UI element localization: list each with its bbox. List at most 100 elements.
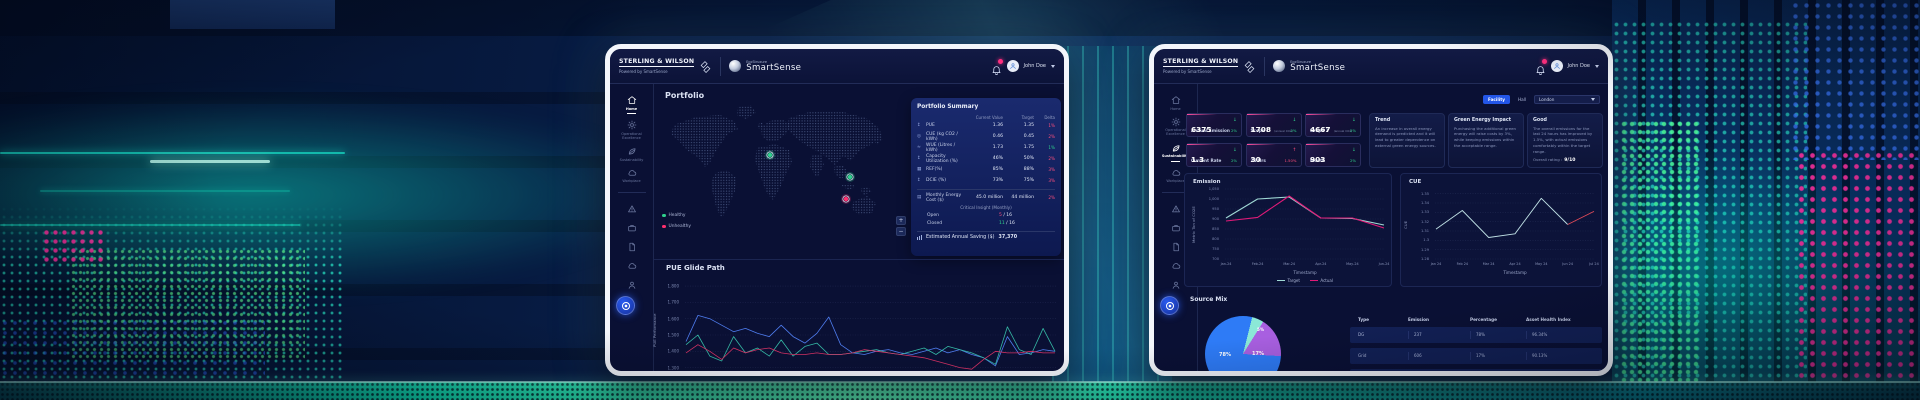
bottom-dot-texture — [0, 382, 1920, 400]
powered-by: Powered by SmartSense — [1163, 68, 1212, 74]
alerts-icon[interactable] — [610, 199, 653, 218]
annual-saving-row: Estimated Annual Saving ($) 37,370 — [917, 234, 1055, 240]
sustainability-dashboard: STERLING & WILSON Powered by SmartSense … — [1149, 44, 1613, 376]
source-mix-pie-chart: 78% 17% 5% — [1205, 316, 1281, 371]
portfolio-dashboard: STERLING & WILSON Powered by SmartSense … — [605, 44, 1069, 376]
capacity-icon: ↕ — [917, 156, 921, 161]
cue-icon: ◎ — [917, 134, 922, 139]
pue-glide-chart: PUE Performance 1.800 1.700 1.600 1.500 1.40… — [652, 282, 1058, 371]
smartsense-logo-icon — [1273, 60, 1286, 72]
cue-title: CUE — [1409, 179, 1422, 185]
app-header: STERLING & WILSON Powered by SmartSense … — [1154, 49, 1608, 84]
emission-title: Emission — [1193, 179, 1221, 185]
glide-path-title: PUE Glide Path — [666, 264, 725, 272]
trend-card: Trend An increase in overall energy dema… — [1369, 113, 1445, 168]
user-area: John Doe — [1535, 58, 1599, 72]
pue-icon: ↕ — [917, 123, 921, 128]
cue-y-ticks: 1.35 1.34 1.33 1.32 1.31 1.3 1.29 1.28 — [1420, 191, 1429, 261]
scope-tabs: Facility Hall London — [1482, 95, 1600, 104]
product-name: SmartSense — [1290, 62, 1346, 73]
sidebar-item-home[interactable]: Home — [610, 92, 653, 117]
emission-legend: Target Actual — [1225, 278, 1385, 283]
emission-y-axis-label: Metric Ton of CO2E — [1191, 206, 1196, 244]
bottom-glow-line — [0, 381, 1920, 383]
chevron-down-icon[interactable] — [1595, 64, 1599, 68]
kpi-grid: Annual Emission (MT)6375↓2% Scope 1 (ann… — [1186, 113, 1361, 167]
critical-insight-title: Critical Insight (Monthly) — [960, 204, 1012, 210]
good-rating-card: Good The overall emissions for the last … — [1527, 113, 1603, 168]
ref-icon: ▦ — [917, 167, 922, 172]
panel-divider — [917, 230, 1055, 232]
trend-arrow-icon: ↓ — [1352, 148, 1356, 153]
overall-rating: Overall rating :9/10 — [1533, 156, 1576, 163]
company-logo: STERLING & WILSON — [1163, 58, 1239, 68]
map-zoom-in-button[interactable]: + — [896, 216, 906, 225]
kpi-scope-1: Scope 1 (annual CO2) 1708 ↓ 2% — [1245, 113, 1302, 137]
app-header: STERLING & WILSON Powered by SmartSense … — [610, 49, 1064, 84]
chevron-down-icon — [1591, 98, 1595, 101]
sidebar-item-workplace[interactable]: Workplace — [610, 165, 653, 187]
user-area: John Doe — [991, 58, 1055, 72]
sidebar-item-sustainability[interactable]: Sustainability — [610, 143, 653, 165]
briefcase-icon[interactable] — [610, 218, 653, 237]
summary-row-capacity: ↕ Capacity Utilization (%) 46% 50% 2% — [917, 153, 1055, 164]
avatar[interactable] — [1550, 60, 1563, 72]
emission-y-ticks: 1,050 1,000 950 900 850 800 750 700 — [1208, 187, 1219, 261]
critical-closed-row: Closed 11 / 16 — [927, 221, 1015, 227]
smartsense-logo-icon — [729, 60, 742, 72]
sidebar: Home Operational Excellence Sustainabili… — [610, 84, 654, 371]
trend-arrow-icon: ↓ — [1352, 118, 1356, 123]
summary-row-ref: ▦ REF(%) 85% 88% 3% — [917, 167, 1055, 172]
sterling-wilson-logo-icon — [1244, 60, 1255, 73]
kpi-scope-2: Scope 2 (annual CO2) 4667 ↓ 2% — [1305, 113, 1361, 137]
sidebar-divider — [617, 192, 646, 194]
user-name: John Doe — [1567, 63, 1590, 69]
healthy-dot-icon — [662, 213, 666, 218]
powered-by: Powered by SmartSense — [619, 68, 668, 74]
sidebar-item-home[interactable]: Home — [1154, 92, 1197, 114]
source-mix-title: Source Mix — [1190, 296, 1228, 303]
kpi-annual-emission: Annual Emission (MT)6375↓2% — [1186, 113, 1242, 152]
cue-x-axis-label: Timestamp — [1503, 270, 1527, 275]
world-map-svg — [671, 105, 883, 218]
map-zoom-out-button[interactable]: − — [896, 227, 906, 236]
assistant-fab-button[interactable] — [616, 296, 635, 315]
user-name: John Doe — [1023, 63, 1046, 69]
led-dot-grid — [42, 228, 104, 266]
chevron-down-icon[interactable] — [1051, 64, 1055, 68]
notification-badge — [997, 58, 1003, 64]
emission-plot — [1225, 188, 1385, 260]
location-select[interactable]: London — [1534, 95, 1600, 104]
savings-icon — [917, 234, 922, 240]
sidebar-item-operational-excellence[interactable]: Operational Excellence — [610, 117, 653, 143]
notifications-bell-icon[interactable] — [991, 58, 1003, 72]
summary-row-cue: ◎ CUE (kg CO2 / kWh) 0.46 0.45 2% — [917, 131, 1055, 142]
light-streak — [150, 160, 270, 163]
cue-chart-panel: CUE CUE 1.35 1.34 1.33 1.32 1.31 1.3 1.29 1.28 … — [1400, 173, 1602, 287]
pie-label-other: 5% — [1257, 327, 1265, 332]
table-row: Grid 606 17% 90.13% — [1350, 348, 1602, 364]
user-icon[interactable] — [610, 275, 653, 294]
table-row — [1350, 369, 1602, 371]
brand-area: STERLING & WILSON Powered by SmartSense … — [1163, 56, 1346, 76]
product-name: SmartSense — [746, 62, 802, 73]
pie-label-dg: 78% — [1219, 352, 1231, 358]
avatar[interactable] — [1006, 60, 1019, 72]
portfolio-summary-panel: Portfolio Summary Current Value Target D… — [911, 98, 1061, 256]
cloud-icon[interactable] — [610, 256, 653, 275]
notifications-bell-icon[interactable] — [1535, 58, 1547, 72]
emission-x-ticks: Jan-24 Feb-24 Mar-24 Apr-24 May-24 Jun-24 — [1220, 262, 1390, 266]
tab-facility[interactable]: Facility — [1482, 95, 1510, 104]
document-icon[interactable] — [610, 237, 653, 256]
brand-area: STERLING & WILSON Powered by SmartSense … — [619, 56, 802, 76]
world-map[interactable] — [658, 101, 908, 241]
cue-plot — [1435, 189, 1595, 260]
tab-hall[interactable]: Hall — [1513, 95, 1531, 104]
summary-row-energy-cost: ▤ Monthly Energy Cost ($) 45.0 million 44 m… — [917, 192, 1055, 203]
summary-row-pue: ↕ PUE 1.36 1.35 1% — [917, 123, 1055, 128]
trend-arrow-icon: ↓ — [1233, 148, 1237, 153]
assistant-fab-button[interactable] — [1160, 296, 1179, 315]
wue-icon: ≈ — [917, 145, 921, 150]
legend-unhealthy: Unhealthy — [662, 224, 691, 229]
